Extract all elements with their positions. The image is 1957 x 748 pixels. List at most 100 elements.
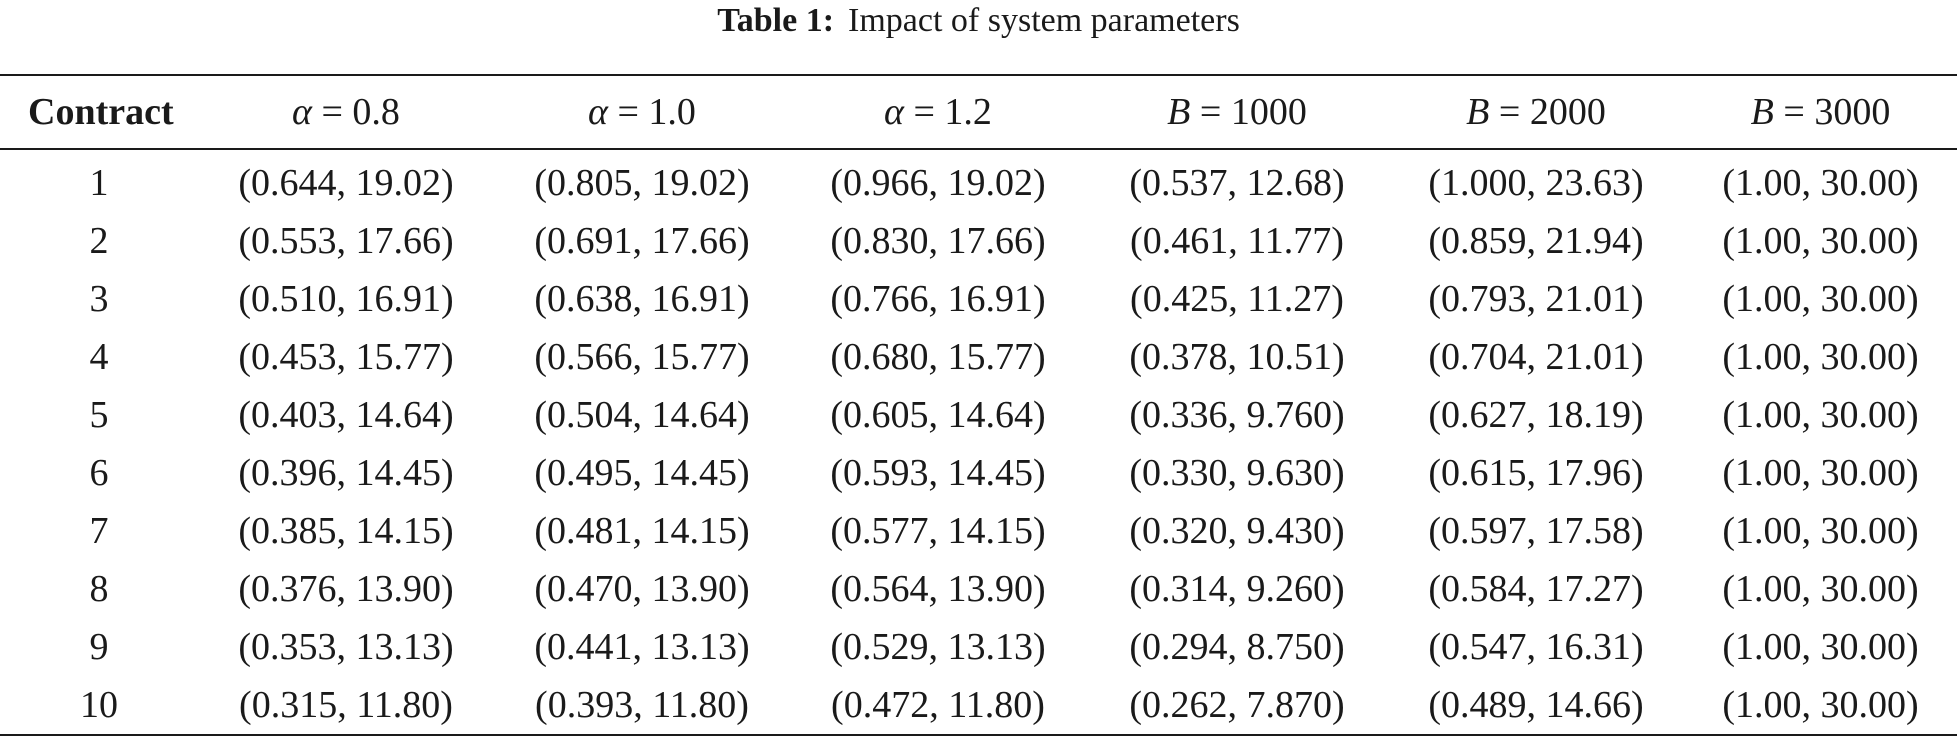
value-cell: (0.403, 14.64)	[238, 394, 454, 436]
value-cell: (1.00, 30.00)	[1722, 626, 1919, 668]
value-cell: (0.529, 13.13)	[830, 626, 1046, 668]
value-cell: (0.489, 14.66)	[1428, 684, 1644, 726]
value-cell: (0.564, 13.90)	[830, 568, 1046, 610]
value-cell: (0.336, 9.760)	[1129, 394, 1345, 436]
header-value: = 1.0	[608, 91, 696, 133]
value-cell: (0.793, 21.01)	[1428, 278, 1644, 320]
value-cell: (0.472, 11.80)	[831, 684, 1045, 726]
value-cell: (0.680, 15.77)	[830, 336, 1046, 378]
header-value: = 1.2	[904, 91, 992, 133]
contract-cell: 9	[89, 626, 109, 668]
results-table: Contract α = 0.8 α = 1.0 α = 1.2 B = 100…	[0, 74, 1957, 736]
header-value: = 3000	[1773, 91, 1891, 133]
value-cell: (1.000, 23.63)	[1428, 162, 1644, 204]
value-cell: (0.566, 15.77)	[534, 336, 750, 378]
header-symbol: B	[1466, 91, 1490, 133]
value-cell: (0.537, 12.68)	[1129, 162, 1345, 204]
table-caption-label: Table 1:	[717, 2, 835, 39]
value-cell: (0.495, 14.45)	[534, 452, 750, 494]
table-row: 7 (0.385, 14.15) (0.481, 14.15) (0.577, 14.…	[0, 502, 1957, 560]
header-symbol: B	[1167, 91, 1191, 133]
value-cell: (0.638, 16.91)	[534, 278, 750, 320]
value-cell: (0.584, 17.27)	[1428, 568, 1644, 610]
value-cell: (1.00, 30.00)	[1722, 220, 1919, 262]
header-row: Contract α = 0.8 α = 1.0 α = 1.2 B = 100…	[0, 75, 1957, 149]
value-cell: (0.441, 13.13)	[534, 626, 750, 668]
value-cell: (0.504, 14.64)	[534, 394, 750, 436]
table-body: 1 (0.644, 19.02) (0.805, 19.02) (0.966, 19.…	[0, 149, 1957, 735]
value-cell: (1.00, 30.00)	[1722, 278, 1919, 320]
value-cell: (0.644, 19.02)	[238, 162, 454, 204]
value-cell: (0.615, 17.96)	[1428, 452, 1644, 494]
header-b-1000: B = 1000	[1086, 75, 1388, 149]
header-b-3000: B = 3000	[1684, 75, 1957, 149]
contract-cell: 3	[89, 278, 109, 320]
value-cell: (0.547, 16.31)	[1428, 626, 1644, 668]
value-cell: (0.593, 14.45)	[830, 452, 1046, 494]
contract-cell: 7	[89, 510, 109, 552]
header-alpha-1-2: α = 1.2	[790, 75, 1086, 149]
table-row: 8 (0.376, 13.90) (0.470, 13.90) (0.564, 13.…	[0, 560, 1957, 618]
value-cell: (0.481, 14.15)	[534, 510, 750, 552]
table-row: 3 (0.510, 16.91) (0.638, 16.91) (0.766, 16.…	[0, 270, 1957, 328]
value-cell: (0.425, 11.27)	[1130, 278, 1344, 320]
value-cell: (0.385, 14.15)	[238, 510, 454, 552]
value-cell: (0.830, 17.66)	[830, 220, 1046, 262]
table-row: 1 (0.644, 19.02) (0.805, 19.02) (0.966, 19.…	[0, 149, 1957, 212]
value-cell: (0.315, 11.80)	[239, 684, 453, 726]
table-header: Contract α = 0.8 α = 1.0 α = 1.2 B = 100…	[0, 75, 1957, 149]
header-symbol: B	[1750, 91, 1774, 133]
value-cell: (0.577, 14.15)	[830, 510, 1046, 552]
value-cell: (1.00, 30.00)	[1722, 568, 1919, 610]
value-cell: (0.691, 17.66)	[534, 220, 750, 262]
table-row: 4 (0.453, 15.77) (0.566, 15.77) (0.680, 15.…	[0, 328, 1957, 386]
value-cell: (0.605, 14.64)	[830, 394, 1046, 436]
contract-cell: 6	[89, 452, 109, 494]
value-cell: (0.378, 10.51)	[1129, 336, 1345, 378]
header-symbol: α	[588, 91, 608, 133]
value-cell: (0.330, 9.630)	[1129, 452, 1345, 494]
value-cell: (1.00, 30.00)	[1722, 162, 1919, 204]
value-cell: (1.00, 30.00)	[1722, 684, 1919, 726]
value-cell: (0.553, 17.66)	[238, 220, 454, 262]
value-cell: (0.859, 21.94)	[1428, 220, 1644, 262]
contract-cell: 5	[89, 394, 109, 436]
value-cell: (0.805, 19.02)	[534, 162, 750, 204]
header-value: = 1000	[1190, 91, 1307, 133]
contract-cell: 2	[89, 220, 109, 262]
table-caption-text: Impact of system parameters	[848, 2, 1240, 39]
value-cell: (0.766, 16.91)	[830, 278, 1046, 320]
value-cell: (0.627, 18.19)	[1428, 394, 1644, 436]
value-cell: (1.00, 30.00)	[1722, 394, 1919, 436]
value-cell: (0.461, 11.77)	[1130, 220, 1344, 262]
contract-cell: 8	[89, 568, 109, 610]
contract-cell: 4	[89, 336, 109, 378]
table-row: 5 (0.403, 14.64) (0.504, 14.64) (0.605, 14.…	[0, 386, 1957, 444]
value-cell: (0.262, 7.870)	[1129, 684, 1345, 726]
header-symbol: α	[292, 91, 312, 133]
header-value: = 0.8	[312, 91, 400, 133]
value-cell: (0.396, 14.45)	[238, 452, 454, 494]
value-cell: (0.470, 13.90)	[534, 568, 750, 610]
header-contract: Contract	[28, 91, 174, 133]
value-cell: (1.00, 30.00)	[1722, 452, 1919, 494]
value-cell: (0.320, 9.430)	[1129, 510, 1345, 552]
header-value: = 2000	[1489, 91, 1606, 133]
value-cell: (0.453, 15.77)	[238, 336, 454, 378]
value-cell: (0.393, 11.80)	[535, 684, 749, 726]
value-cell: (0.353, 13.13)	[238, 626, 454, 668]
table-row: 6 (0.396, 14.45) (0.495, 14.45) (0.593, 14.…	[0, 444, 1957, 502]
header-alpha-1-0: α = 1.0	[494, 75, 790, 149]
contract-cell: 10	[80, 684, 118, 726]
value-cell: (0.294, 8.750)	[1129, 626, 1345, 668]
value-cell: (0.704, 21.01)	[1428, 336, 1644, 378]
header-alpha-0-8: α = 0.8	[198, 75, 494, 149]
value-cell: (1.00, 30.00)	[1722, 336, 1919, 378]
value-cell: (0.376, 13.90)	[238, 568, 454, 610]
header-b-2000: B = 2000	[1388, 75, 1684, 149]
value-cell: (0.314, 9.260)	[1129, 568, 1345, 610]
table-row: 10 (0.315, 11.80) (0.393, 11.80) (0.472, 11…	[0, 676, 1957, 735]
value-cell: (0.510, 16.91)	[238, 278, 454, 320]
table-row: 9 (0.353, 13.13) (0.441, 13.13) (0.529, 13.…	[0, 618, 1957, 676]
